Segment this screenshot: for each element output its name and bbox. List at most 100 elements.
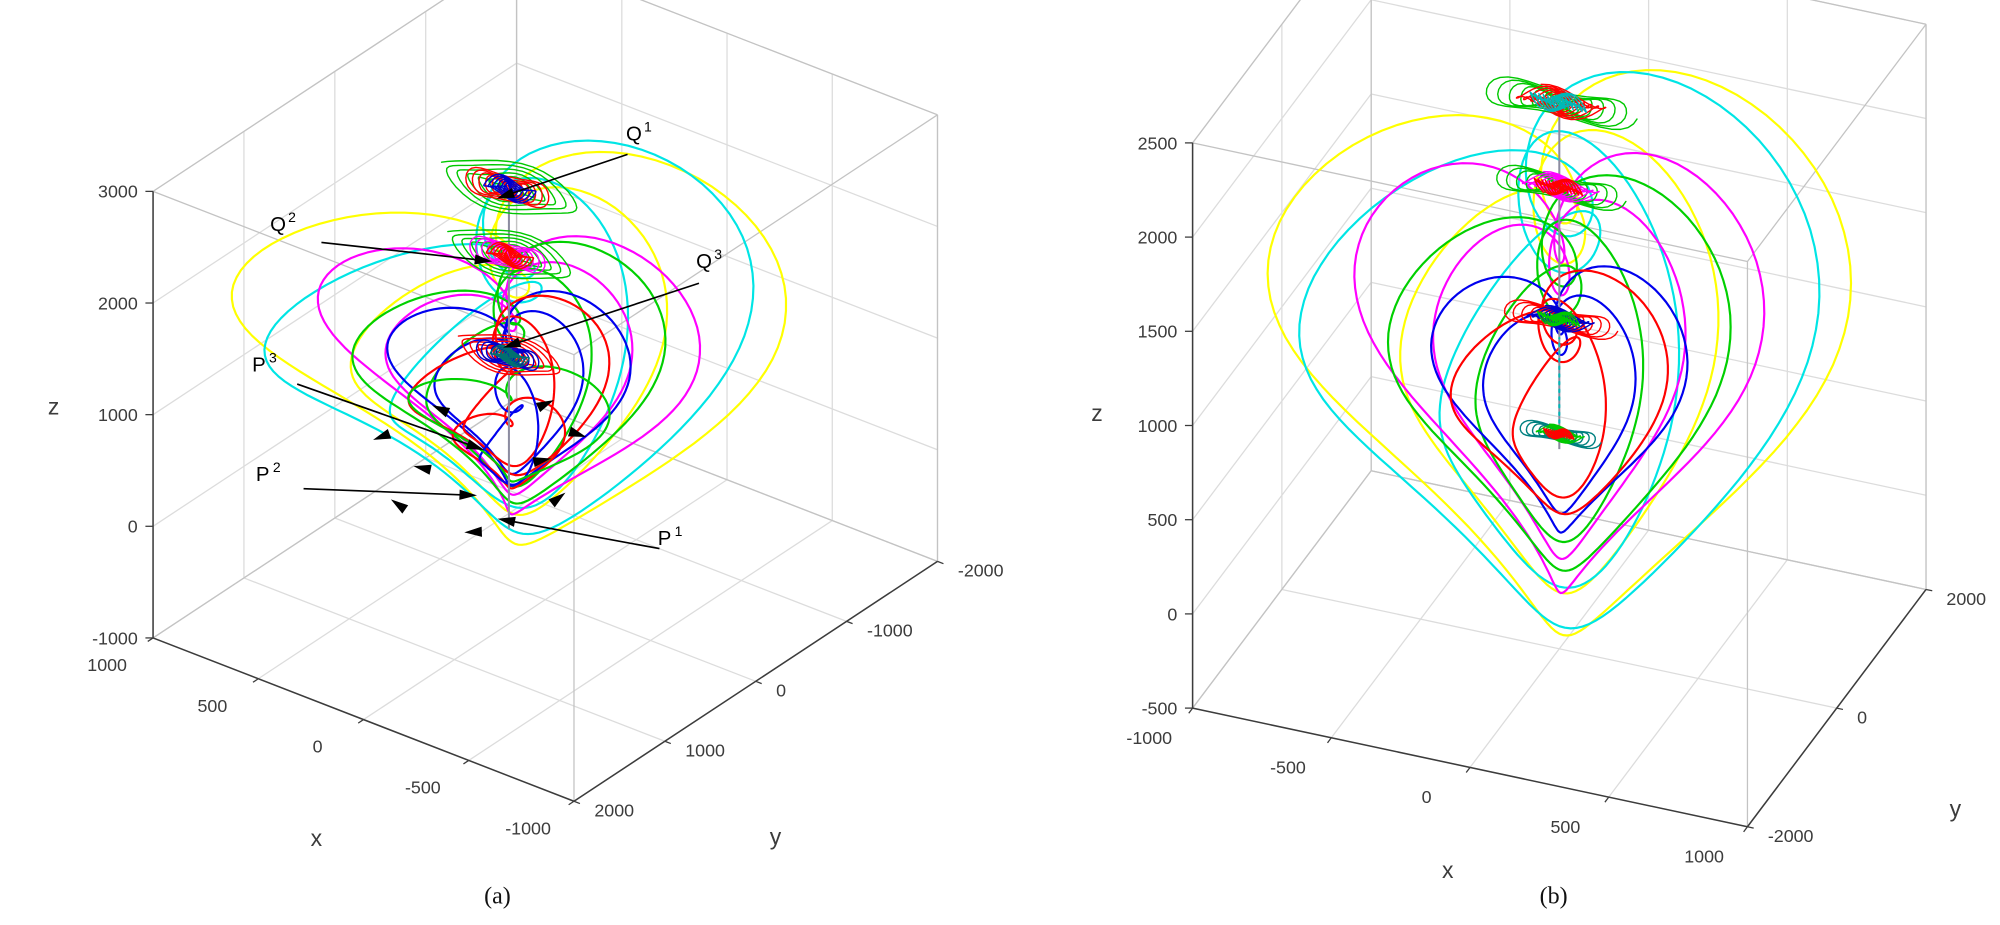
z-tick-label: 1000 — [98, 405, 138, 425]
ticks-b: -1000 -500 0 500 1000 -2000 0 2000 -500 0 500 1000 1… — [1126, 133, 1986, 866]
trajectories-a — [230, 139, 788, 546]
z-tick-label: 0 — [128, 517, 138, 537]
equilibrium-cluster-blob — [1542, 427, 1575, 440]
flow-arrowhead-icon — [567, 426, 587, 437]
annotations-a: Q 1Q 2Q 3P 3P 2P 1 — [252, 118, 722, 549]
annotation-arrowhead-icon — [497, 516, 516, 527]
trajectory-blue-outer — [1430, 265, 1689, 534]
y-tick-label: 1000 — [685, 741, 725, 761]
flow-arrowhead-icon — [535, 400, 554, 413]
box-edges-b — [1191, 0, 1927, 828]
annotation-arrow-line — [296, 383, 475, 448]
z-tick-label: 2500 — [1138, 133, 1178, 153]
flow-arrowhead-icon — [532, 457, 551, 468]
ticks-a: -1000 -500 0 500 1000 -2000 -1000 0 1000 2000 -100… — [87, 182, 1003, 839]
y-tick-label: -1000 — [867, 621, 913, 641]
annotation-arrowhead-icon — [459, 489, 478, 500]
panel-a-plot: -1000 -500 0 500 1000 -2000 -1000 0 1000 2000 -100… — [48, 0, 1004, 851]
annotation-label: Q — [270, 214, 286, 236]
annotation-superscript: 3 — [269, 349, 277, 365]
z-tick-label: 1500 — [1138, 322, 1178, 342]
z-tick-label: 3000 — [98, 182, 138, 202]
clusters-b — [1485, 76, 1638, 450]
annotation-arrowhead-icon — [496, 188, 515, 199]
z-tick-label: 1000 — [1138, 416, 1178, 436]
flow-arrowhead-icon — [390, 499, 409, 514]
trajectory-magenta-outer — [1353, 151, 1766, 595]
z-axis-label: z — [1091, 400, 1102, 426]
z-axis-label: z — [48, 394, 59, 420]
y-axis-label: y — [1950, 796, 1962, 822]
annotation-label: P — [252, 354, 266, 376]
equilibrium-cluster-Q2 — [485, 241, 535, 270]
trajectory-yellow-outer — [1266, 69, 1853, 637]
x-tick-label: -500 — [1270, 757, 1306, 777]
equilibrium-cluster-second — [1533, 177, 1584, 197]
x-tick-label: 0 — [1422, 787, 1432, 807]
annotation-arrow-line — [321, 241, 483, 262]
grid-a — [152, 0, 939, 802]
trajectory-green-outer — [1386, 174, 1732, 572]
box-edges-a — [152, 0, 939, 802]
annotation-superscript: 3 — [714, 246, 722, 262]
annotation-arrow-line — [506, 153, 628, 196]
x-tick-label: 500 — [197, 696, 227, 716]
trajectory-yellow-outer — [230, 150, 788, 546]
y-tick-label: 2000 — [1946, 589, 1986, 609]
z-tick-label: 0 — [1167, 604, 1177, 624]
equilibrium-cluster-third — [1536, 310, 1581, 328]
z-tick-label: 2000 — [1138, 227, 1178, 247]
x-axis-label: x — [311, 825, 323, 851]
equilibrium-cluster-top — [1529, 91, 1587, 114]
annotation-label: Q — [696, 251, 712, 273]
x-tick-label: -1000 — [1126, 728, 1172, 748]
trajectories-b — [1266, 69, 1853, 637]
flow-arrowhead-icon — [464, 526, 483, 537]
annotation-superscript: 2 — [288, 209, 296, 225]
annotation-arrow-line — [512, 282, 700, 346]
annotation-arrow-line — [507, 519, 660, 550]
equilibrium-cluster-top — [1515, 83, 1607, 121]
y-tick-label: -2000 — [1768, 826, 1814, 846]
trajectory-cyan-outer — [1298, 71, 1821, 630]
y-tick-label: 0 — [776, 681, 786, 701]
panel-b-plot: -1000 -500 0 500 1000 -2000 0 2000 -500 0 500 1000 1… — [1091, 0, 1986, 883]
flow-arrowhead-icon — [373, 429, 392, 440]
flow-arrowhead-icon — [548, 492, 566, 508]
x-tick-label: -500 — [405, 778, 441, 798]
annotation-arrowhead-icon — [465, 439, 485, 450]
annotation-superscript: 1 — [644, 118, 652, 134]
y-tick-label: 0 — [1857, 707, 1867, 727]
annotation-arrowhead-icon — [474, 254, 493, 265]
y-tick-label: 2000 — [594, 801, 634, 821]
x-tick-label: 0 — [313, 737, 323, 757]
annotation-arrow-line — [303, 487, 467, 496]
equilibrium-cluster-third — [1526, 304, 1595, 333]
caption-panel-b: (b) — [1539, 883, 1568, 910]
x-tick-label: 500 — [1550, 817, 1580, 837]
z-tick-label: -1000 — [92, 628, 138, 648]
flow-arrowhead-icon — [413, 464, 432, 475]
trajectory-magenta-inner — [1432, 198, 1687, 561]
z-tick-label: -500 — [1142, 698, 1178, 718]
annotation-label: P — [658, 528, 672, 550]
y-tick-label: -2000 — [958, 561, 1004, 581]
caption-panel-a: (a) — [484, 883, 511, 910]
equilibrium-cluster-blob — [1535, 423, 1585, 444]
equilibrium-cluster-Q3 — [489, 344, 530, 368]
trajectory-green-inner — [1474, 218, 1645, 544]
annotation-arrowhead-icon — [503, 337, 522, 348]
z-tick-label: 500 — [1148, 510, 1178, 530]
annotation-superscript: 1 — [675, 523, 683, 539]
annotation-superscript: 2 — [273, 459, 281, 475]
x-axis-label: x — [1442, 857, 1454, 883]
x-tick-label: -1000 — [505, 818, 551, 838]
equilibrium-cluster-second — [1521, 170, 1600, 203]
trajectory-red-inner — [1511, 297, 1607, 499]
y-axis-label: y — [770, 824, 782, 850]
z-tick-label: 2000 — [98, 293, 138, 313]
annotation-label: P — [256, 464, 270, 486]
x-tick-label: 1000 — [87, 655, 127, 675]
